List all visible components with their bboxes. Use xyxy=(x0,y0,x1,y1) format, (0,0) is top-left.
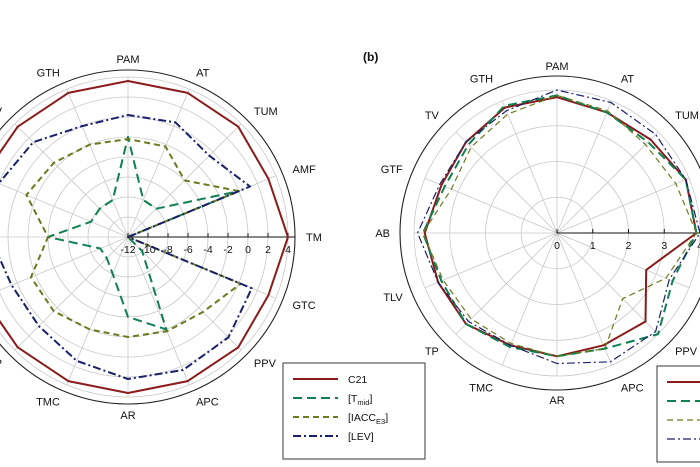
b-spoke xyxy=(556,100,613,234)
a-spoke xyxy=(0,236,129,291)
a-axis-label-at: AT xyxy=(196,68,210,80)
b-tick-label: 2 xyxy=(626,240,632,252)
a-tick-label: 0 xyxy=(245,244,251,256)
b-axis-label-tmc: TMC xyxy=(469,382,493,394)
b-tick-label: 3 xyxy=(661,240,667,252)
b-axis-label-gtf: GTF xyxy=(381,164,403,176)
b-tick-label: 0 xyxy=(554,240,560,252)
b-spoke xyxy=(424,177,558,234)
a-axis-label-pam: PAM xyxy=(116,54,139,66)
legend-label-lev: [LEV] xyxy=(348,431,374,443)
legend-b xyxy=(656,365,700,463)
a-axis-label-amf: AMF xyxy=(293,164,317,176)
b-tick-label: 4 xyxy=(697,240,700,252)
b-spoke xyxy=(501,100,558,234)
b-axis-label-ar: AR xyxy=(549,395,564,407)
a-axis-label-tp: TP xyxy=(0,358,2,370)
b-panel-label: (b) xyxy=(363,50,378,64)
a-axis-label-tmc: TMC xyxy=(36,397,60,409)
a-tick-label: 4 xyxy=(285,244,291,256)
b-axis-label-gth: GTH xyxy=(470,74,493,86)
b-axis-label-tp: TP xyxy=(425,346,439,358)
legend-a: C21 [Tmid] [IACCE3] [LEV] xyxy=(282,362,426,460)
b-outer-circle xyxy=(399,75,700,391)
a-tick-label: -4 xyxy=(203,244,212,256)
b-series-lev xyxy=(417,89,700,365)
a-spoke xyxy=(127,89,190,238)
b-spoke xyxy=(424,232,558,289)
legend-label-iacc-sub: E3 xyxy=(376,417,385,426)
a-tick-label: -2 xyxy=(223,244,232,256)
legend-label-iacc: [IACCE3] xyxy=(348,412,388,426)
a-spoke xyxy=(14,236,129,351)
legend-label-tmid-close: ] xyxy=(369,393,372,405)
b-spoke xyxy=(556,232,613,366)
b-spoke xyxy=(455,131,558,234)
legend-b-box xyxy=(656,365,700,463)
b-axis-label-tv: TV xyxy=(425,110,440,122)
b-axis-label-tlv: TLV xyxy=(383,292,403,304)
b-axis-label-tum: TUM xyxy=(675,110,699,122)
a-spoke xyxy=(14,123,129,238)
b-spoke xyxy=(556,177,690,234)
b-spoke xyxy=(556,232,690,289)
a-tick-label: -12 xyxy=(120,244,135,256)
a-axis-label-tv: TV xyxy=(0,106,3,118)
a-axis-label-tm: TM xyxy=(306,232,322,244)
b-axis-label-pam: PAM xyxy=(545,61,568,73)
legend-label-tmid: [Tmid] xyxy=(348,393,372,407)
a-axis-label-gtc: GTC xyxy=(293,300,316,312)
a-tick-label: 2 xyxy=(265,244,271,256)
a-tick-label: -8 xyxy=(163,244,172,256)
b-axis-label-at: AT xyxy=(621,74,635,86)
b-series-t-mid xyxy=(421,94,698,358)
b-axis-label-ab: AB xyxy=(375,228,390,240)
a-spoke xyxy=(127,236,190,385)
a-spoke xyxy=(66,89,129,238)
a-spoke xyxy=(66,236,129,385)
a-axis-label-ppv: PPV xyxy=(254,358,277,370)
legend-label-iacc-close: ] xyxy=(385,412,388,424)
radar-panel-b: 01234TMAMFTUMATPAMGTHTVGTFABTLVTPTMCARAP… xyxy=(363,50,700,407)
a-axis-label-tum: TUM xyxy=(254,106,278,118)
legend-label-tmid-sub: mid xyxy=(357,398,369,407)
b-spoke xyxy=(556,131,659,234)
legend-label-tmid-open: [T xyxy=(348,393,358,405)
a-axis-label-gth: GTH xyxy=(37,68,60,80)
legend-label-c21: C21 xyxy=(348,374,367,386)
a-spoke xyxy=(127,236,242,351)
b-axis-label-apc: APC xyxy=(621,382,644,394)
legend-label-iacc-open: [IACC xyxy=(348,412,376,424)
a-axis-label-apc: APC xyxy=(196,397,219,409)
a-series-c21 xyxy=(0,80,289,394)
b-spoke xyxy=(455,232,558,335)
a-series-iacc-e3 xyxy=(25,138,242,338)
b-series-c21 xyxy=(423,96,698,358)
a-series-t-mid xyxy=(47,136,240,331)
a-tick-label: -6 xyxy=(183,244,192,256)
a-axis-label-ar: AR xyxy=(120,410,135,422)
b-axis-label-ppv: PPV xyxy=(675,346,698,358)
a-series-lev xyxy=(0,114,253,380)
radar-panel-a: -12-10-8-6-4-2024TMAMFTUMATPAMGTHTVGTFAB… xyxy=(0,54,322,422)
b-tick-label: 1 xyxy=(590,240,596,252)
b-spoke xyxy=(556,232,659,335)
a-spoke xyxy=(0,183,129,238)
